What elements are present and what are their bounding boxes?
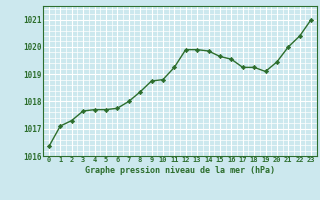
X-axis label: Graphe pression niveau de la mer (hPa): Graphe pression niveau de la mer (hPa) [85,166,275,175]
